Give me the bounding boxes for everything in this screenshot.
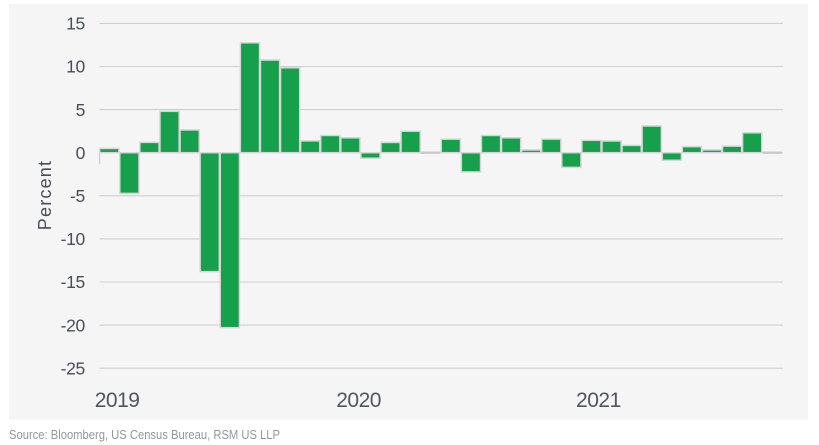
svg-text:2019: 2019 [95, 389, 140, 412]
svg-text:-10: -10 [61, 229, 86, 249]
svg-text:-15: -15 [61, 272, 85, 292]
svg-text:5: 5 [76, 100, 85, 120]
svg-text:-5: -5 [70, 186, 85, 206]
svg-text:-25: -25 [61, 358, 85, 378]
svg-text:15: 15 [66, 14, 85, 34]
svg-text:Percent: Percent [35, 160, 55, 230]
svg-text:0: 0 [76, 143, 86, 163]
svg-text:2021: 2021 [576, 389, 621, 412]
svg-text:10: 10 [66, 57, 85, 77]
svg-text:-20: -20 [61, 315, 86, 335]
svg-text:2020: 2020 [336, 389, 381, 412]
